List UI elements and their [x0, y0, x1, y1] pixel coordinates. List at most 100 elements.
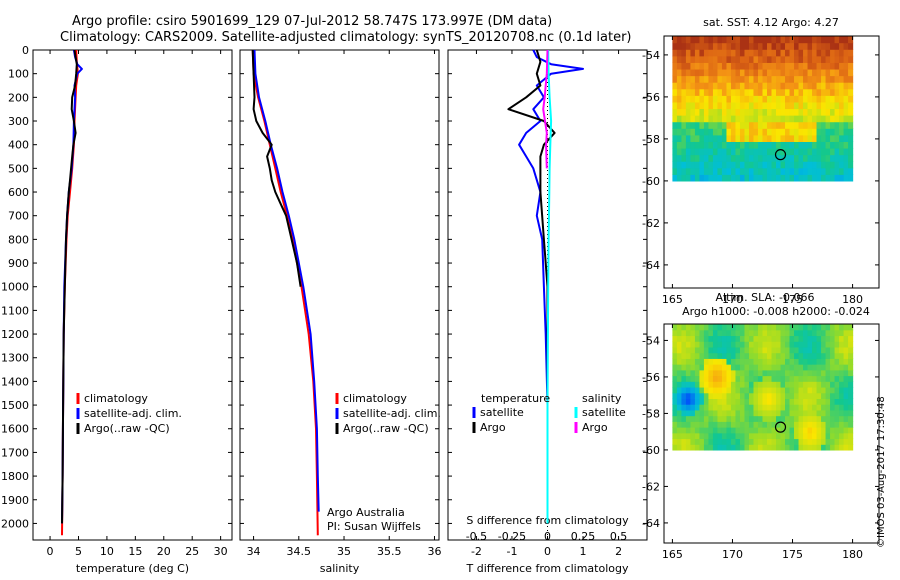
- map-cell: [771, 121, 777, 129]
- map-cell: [694, 161, 701, 169]
- map-cell: [834, 108, 840, 116]
- map-cell: [821, 404, 827, 411]
- map-cell: [685, 115, 692, 123]
- map-cell: [694, 49, 701, 57]
- map-cell: [771, 369, 777, 377]
- map-cell: [843, 42, 849, 50]
- map-cell: [753, 141, 759, 149]
- map-cell: [739, 161, 746, 169]
- map-cell: [803, 154, 809, 162]
- map-cell: [748, 101, 755, 110]
- map-cell: [717, 55, 723, 63]
- map-cell: [735, 154, 741, 162]
- map-cell: [825, 141, 831, 149]
- map-cell: [708, 75, 714, 83]
- map-cell: [726, 115, 732, 123]
- map-cell: [699, 154, 705, 162]
- map-cell: [685, 421, 692, 428]
- map-cell: [748, 415, 755, 422]
- map-cell: [843, 161, 849, 169]
- map-cell: [816, 49, 822, 57]
- map-cell: [676, 141, 683, 149]
- x-tick-label: 35.5: [377, 545, 402, 558]
- y-tick-label: 900: [8, 257, 29, 270]
- map-cell: [703, 36, 710, 44]
- map-cell: [753, 409, 759, 417]
- map-cell: [807, 375, 813, 382]
- map-cell: [672, 154, 678, 162]
- map-cell: [726, 381, 732, 388]
- map-cell: [839, 358, 845, 365]
- map-cell: [721, 324, 728, 331]
- map-cell: [699, 36, 705, 44]
- map-cell: [780, 75, 786, 83]
- map-cell: [834, 341, 840, 348]
- map-cell: [681, 381, 687, 388]
- map-cell: [771, 55, 777, 63]
- map-cell: [794, 415, 800, 422]
- map-cell: [798, 398, 804, 405]
- map-cell: [699, 427, 705, 434]
- map-cell: [812, 121, 818, 129]
- map-cell: [672, 369, 678, 377]
- map-cell: [757, 421, 764, 428]
- map-cell: [776, 444, 782, 451]
- map-cell: [703, 128, 710, 136]
- map-cell: [762, 128, 768, 136]
- map-cell: [807, 147, 813, 156]
- map-cell: [676, 421, 683, 428]
- map-cell: [735, 75, 741, 83]
- map-cell: [753, 95, 759, 103]
- map-cell: [739, 55, 746, 63]
- map-cell: [699, 174, 705, 182]
- map-cell: [776, 147, 782, 156]
- map-cell: [789, 141, 795, 149]
- map-cell: [708, 55, 714, 63]
- map-cell: [794, 421, 800, 428]
- map-cell: [812, 364, 818, 371]
- map-cell: [767, 364, 773, 371]
- map-cell: [735, 68, 741, 77]
- map-cell: [848, 444, 854, 451]
- map-cell: [767, 444, 773, 451]
- map-cell: [694, 154, 701, 162]
- map-cell: [721, 432, 728, 440]
- map-cell: [726, 369, 732, 377]
- map-cell: [816, 108, 822, 116]
- map-cell: [712, 36, 719, 44]
- map-cell: [735, 82, 741, 90]
- map-cell: [794, 36, 800, 44]
- map-cell: [843, 404, 849, 411]
- map-cell: [721, 335, 728, 342]
- map-cell: [676, 62, 683, 70]
- map-cell: [694, 141, 701, 149]
- map-cell: [676, 134, 683, 142]
- map-cell: [830, 167, 836, 175]
- map-cell: [739, 386, 746, 394]
- map-cell: [839, 167, 845, 175]
- map-cell: [776, 134, 782, 142]
- map-cell: [721, 346, 728, 354]
- map-cell: [721, 341, 728, 348]
- legend-label: satellite: [582, 406, 626, 419]
- map-cell: [753, 108, 759, 116]
- map-cell: [785, 36, 791, 44]
- map-cell: [748, 381, 755, 388]
- map-cell: [717, 115, 723, 123]
- map-cell: [726, 335, 732, 342]
- map-cell: [843, 101, 849, 110]
- map-cell: [771, 68, 777, 77]
- map-cell: [694, 335, 701, 342]
- map-cell: [721, 68, 728, 77]
- map-cell: [762, 36, 768, 44]
- map-cell: [839, 409, 845, 417]
- map-x-tick-label: 170: [722, 548, 743, 561]
- map-cell: [712, 421, 719, 428]
- map-cell: [780, 42, 786, 50]
- map-cell: [825, 352, 831, 359]
- map-cell: [821, 409, 827, 417]
- map-cell: [708, 101, 714, 110]
- map-cell: [780, 415, 786, 422]
- map-cell: [843, 68, 849, 77]
